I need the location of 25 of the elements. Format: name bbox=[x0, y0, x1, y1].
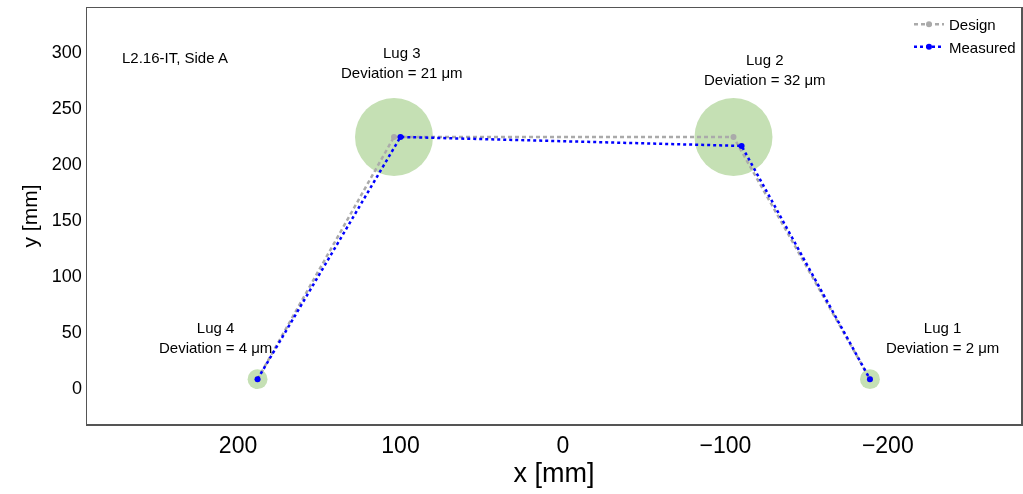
annotation: Lug 3 Deviation = 21 μm bbox=[341, 44, 463, 81]
y-tick-label: 250 bbox=[51, 98, 82, 119]
x-tick-label: 0 bbox=[556, 432, 570, 459]
legend-label: Measured bbox=[949, 38, 1016, 56]
x-axis-title: x [mm] bbox=[513, 458, 595, 489]
x-tick-label: −200 bbox=[861, 432, 914, 459]
point bbox=[738, 142, 745, 149]
y-axis-title: y [mm] bbox=[18, 184, 42, 248]
x-tick-label: 200 bbox=[218, 432, 258, 459]
point bbox=[730, 133, 737, 140]
y-tick-label: 200 bbox=[51, 154, 82, 175]
annotation: L2.16-IT, Side A bbox=[122, 49, 228, 66]
annotation: Lug 2 Deviation = 32 μm bbox=[704, 51, 826, 88]
x-tick-label: 100 bbox=[381, 432, 420, 459]
annotation: Lug 4 Deviation = 4 μm bbox=[159, 319, 273, 356]
y-tick-label: 100 bbox=[51, 266, 82, 287]
annotation: Lug 1 Deviation = 2 μm bbox=[886, 319, 1000, 356]
point bbox=[397, 133, 404, 140]
y-tick-label: 50 bbox=[61, 322, 82, 343]
y-tick-label: 300 bbox=[51, 42, 82, 63]
y-tick-label: 0 bbox=[71, 378, 82, 399]
y-tick-label: 150 bbox=[51, 210, 82, 231]
x-tick-label: −100 bbox=[699, 432, 752, 459]
point bbox=[391, 133, 397, 140]
legend-label: Design bbox=[949, 16, 996, 34]
